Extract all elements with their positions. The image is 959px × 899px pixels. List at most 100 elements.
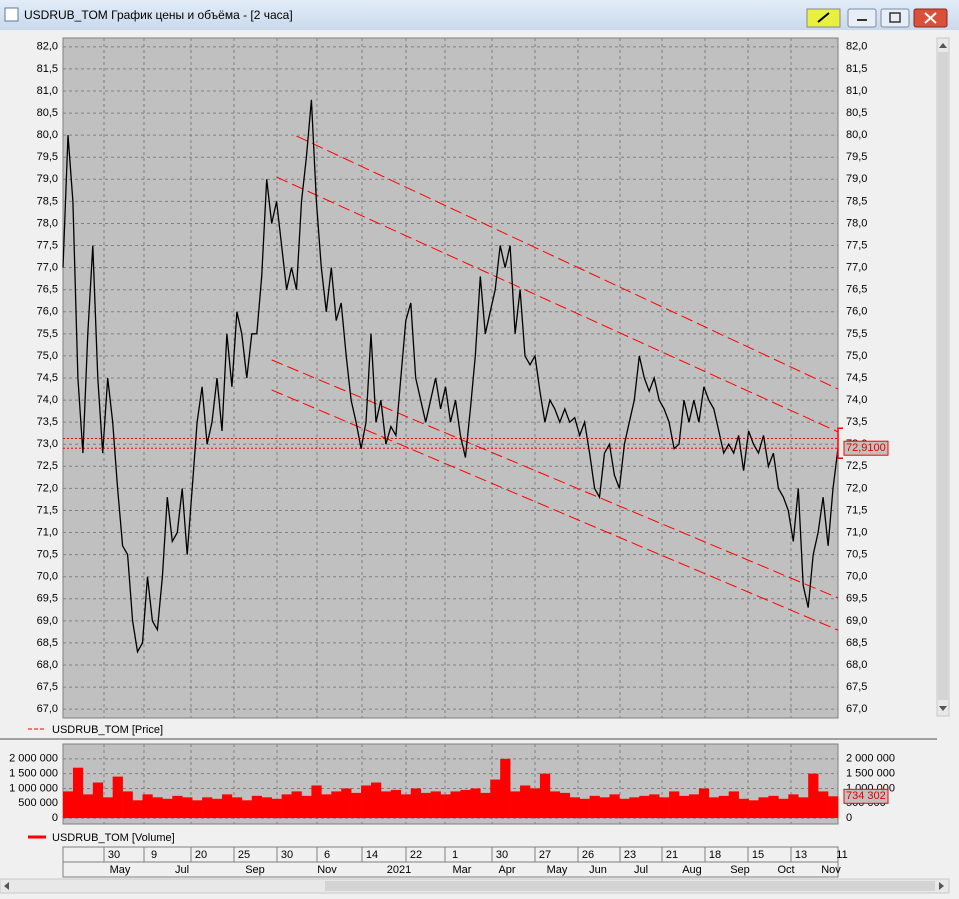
y-tick-label-left: 76,5 bbox=[37, 284, 58, 296]
volume-bar bbox=[579, 798, 590, 819]
day-label: 30 bbox=[281, 849, 293, 861]
last-value-bracket bbox=[837, 427, 843, 459]
volume-bar bbox=[430, 791, 441, 819]
y-tick-label-right: 69,0 bbox=[846, 615, 867, 627]
volume-bar bbox=[400, 794, 412, 819]
volume-bar bbox=[261, 797, 272, 819]
volume-bar bbox=[231, 797, 243, 819]
volume-bar bbox=[798, 797, 809, 819]
y-tick-label-right: 70,5 bbox=[846, 549, 867, 561]
volume-bar bbox=[92, 782, 104, 819]
volume-bar bbox=[688, 794, 700, 819]
y-tick-label-right: 74,0 bbox=[846, 394, 867, 406]
y-tick-label-right: 76,0 bbox=[846, 306, 867, 318]
volume-bar bbox=[808, 773, 819, 819]
y-tick-label-left: 2 000 000 bbox=[9, 753, 58, 765]
y-tick-label-right: 76,5 bbox=[846, 284, 867, 296]
volume-bar bbox=[510, 791, 521, 819]
month-label: Sep bbox=[730, 864, 750, 876]
y-tick-label-left: 75,5 bbox=[37, 328, 58, 340]
day-label: 1 bbox=[452, 849, 458, 861]
y-tick-label-left: 74,0 bbox=[37, 394, 58, 406]
y-tick-label-right: 68,0 bbox=[846, 659, 867, 671]
volume-bar bbox=[768, 795, 779, 819]
volume-bar bbox=[281, 794, 292, 819]
month-label: Jul bbox=[175, 864, 189, 876]
volume-bar bbox=[529, 788, 541, 819]
month-label: Nov bbox=[317, 864, 337, 876]
volume-bar bbox=[371, 782, 382, 819]
volume-bar bbox=[241, 800, 253, 819]
volume-bar bbox=[122, 791, 133, 819]
y-tick-label-left: 67,0 bbox=[37, 703, 58, 715]
last-value-label: 734 302 bbox=[846, 790, 886, 802]
volume-bar bbox=[788, 794, 799, 819]
volume-bar bbox=[778, 798, 789, 819]
day-label: 11 bbox=[836, 849, 847, 861]
month-label: Mar bbox=[453, 864, 472, 876]
month-label: Oct bbox=[777, 864, 794, 876]
y-tick-label-left: 500 000 bbox=[18, 797, 58, 809]
day-label: 9 bbox=[151, 849, 157, 861]
volume-bar bbox=[748, 800, 759, 819]
y-tick-label-left: 81,0 bbox=[37, 85, 58, 97]
volume-bar bbox=[450, 791, 461, 819]
y-tick-label-left: 69,5 bbox=[37, 593, 58, 605]
last-value-label: 72,9100 bbox=[846, 442, 886, 454]
volume-bar bbox=[649, 794, 660, 819]
volume-bar bbox=[828, 796, 839, 819]
month-label: May bbox=[547, 864, 568, 876]
volume-bar bbox=[212, 798, 223, 819]
volume-bar bbox=[599, 797, 610, 819]
y-tick-label-left: 70,5 bbox=[37, 549, 58, 561]
y-tick-label-left: 76,0 bbox=[37, 306, 58, 318]
y-tick-label-left: 77,5 bbox=[37, 239, 58, 251]
month-label: Aug bbox=[682, 864, 702, 876]
price-line bbox=[62, 99, 839, 654]
volume-bar bbox=[162, 798, 173, 819]
price-plot-area bbox=[62, 37, 839, 719]
volume-bar bbox=[63, 791, 74, 819]
volume-bar bbox=[172, 795, 183, 819]
volume-bar bbox=[460, 789, 471, 819]
y-tick-label-left: 73,5 bbox=[37, 416, 58, 428]
horizontal-thumb[interactable] bbox=[325, 881, 935, 891]
day-label: 26 bbox=[582, 849, 594, 861]
y-tick-label-right: 74,5 bbox=[846, 372, 867, 384]
y-tick-label-left: 73,0 bbox=[37, 438, 58, 450]
minimize-icon bbox=[857, 19, 867, 21]
y-tick-label-left: 82,0 bbox=[37, 41, 58, 53]
y-tick-label-left: 67,5 bbox=[37, 681, 58, 693]
y-tick-label-right: 75,5 bbox=[846, 328, 867, 340]
y-tick-label-right: 1 500 000 bbox=[846, 768, 895, 780]
month-label: Jul bbox=[634, 864, 648, 876]
volume-bar bbox=[410, 788, 421, 819]
close-icon bbox=[924, 12, 937, 24]
month-label: May bbox=[110, 864, 131, 876]
window-icon bbox=[4, 7, 19, 22]
y-tick-label-right: 78,5 bbox=[846, 195, 867, 207]
y-tick-label-right: 71,0 bbox=[846, 526, 867, 538]
volume-bar bbox=[420, 792, 431, 819]
panel-separator bbox=[0, 738, 937, 740]
y-tick-label-right: 81,0 bbox=[846, 85, 867, 97]
y-tick-label-right: 67,5 bbox=[846, 681, 867, 693]
maximize-button[interactable] bbox=[880, 8, 910, 28]
y-tick-label-right: 77,0 bbox=[846, 262, 867, 274]
volume-bar bbox=[569, 797, 580, 819]
volume-bar bbox=[102, 797, 113, 819]
volume-bar bbox=[112, 776, 123, 819]
y-tick-label-left: 1 000 000 bbox=[9, 782, 58, 794]
trend-line bbox=[296, 135, 839, 390]
volume-bar bbox=[380, 791, 392, 819]
volume-bar bbox=[669, 791, 680, 819]
trend-line bbox=[276, 176, 839, 433]
month-label: Jun bbox=[589, 864, 607, 876]
minimize-button[interactable] bbox=[847, 8, 877, 28]
scrollbar-thumb[interactable] bbox=[938, 52, 948, 700]
volume-bar bbox=[202, 797, 213, 819]
y-tick-label-right: 68,5 bbox=[846, 637, 867, 649]
day-label: 30 bbox=[496, 849, 508, 861]
volume-bar bbox=[440, 794, 451, 819]
